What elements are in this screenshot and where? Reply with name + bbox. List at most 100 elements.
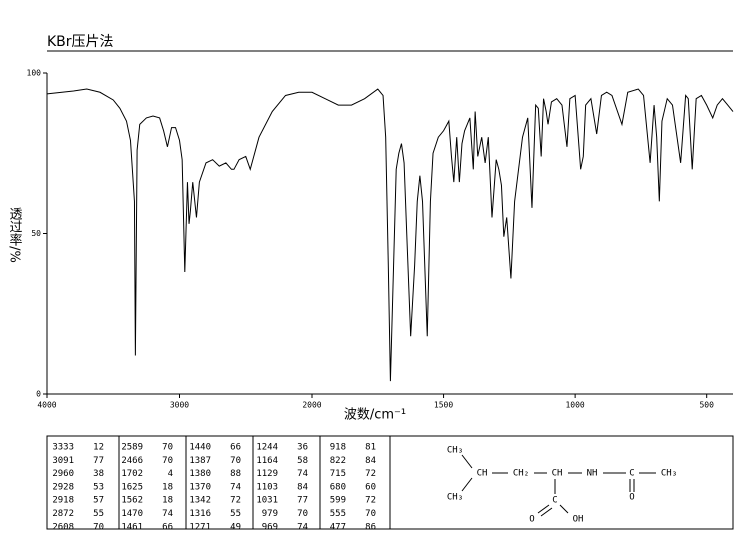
peak-transmittance: 81 — [365, 443, 376, 453]
peak-wavenumber: 1562 — [121, 496, 143, 506]
x-tick-label: 1500 — [434, 401, 453, 410]
peak-transmittance: 74 — [297, 469, 308, 479]
peak-transmittance: 72 — [365, 469, 376, 479]
x-tick-label: 500 — [699, 401, 714, 410]
peak-transmittance: 53 — [93, 482, 104, 492]
peak-transmittance: 70 — [162, 443, 173, 453]
peak-transmittance: 49 — [230, 522, 241, 532]
peak-wavenumber: 477 — [330, 522, 346, 532]
x-tick-label: 4000 — [37, 401, 56, 410]
peak-transmittance: 12 — [93, 443, 104, 453]
peak-transmittance: 55 — [93, 509, 104, 519]
peak-wavenumber: 680 — [330, 482, 346, 492]
peak-wavenumber: 1244 — [256, 443, 278, 453]
peak-transmittance: 84 — [365, 456, 376, 466]
peak-wavenumber: 1342 — [189, 496, 211, 506]
peak-wavenumber: 2872 — [52, 509, 74, 519]
bond — [559, 504, 569, 514]
bond — [461, 454, 473, 469]
peak-wavenumber: 1316 — [189, 509, 211, 519]
peak-transmittance: 72 — [230, 496, 241, 506]
peak-transmittance: 70 — [93, 522, 104, 532]
peak-wavenumber: 1271 — [189, 522, 211, 532]
peak-wavenumber: 599 — [330, 496, 346, 506]
peak-transmittance: 74 — [162, 509, 173, 519]
structure-label: O — [529, 515, 534, 525]
peak-wavenumber: 1164 — [256, 456, 278, 466]
peak-transmittance: 38 — [93, 469, 104, 479]
peak-wavenumber: 2918 — [52, 496, 74, 506]
peak-transmittance: 74 — [297, 522, 308, 532]
peak-transmittance: 66 — [162, 522, 173, 532]
structure-label: CH₃ — [661, 469, 677, 479]
structure-label: O — [629, 493, 634, 503]
peak-wavenumber: 2608 — [52, 522, 74, 532]
y-axis-label: 透过率/% — [7, 207, 23, 263]
peak-transmittance: 88 — [230, 469, 241, 479]
peak-transmittance: 18 — [162, 496, 173, 506]
peak-wavenumber: 555 — [330, 509, 346, 519]
bond — [461, 477, 473, 492]
peak-wavenumber: 1440 — [189, 443, 211, 453]
peak-transmittance: 74 — [230, 482, 241, 492]
peak-wavenumber: 715 — [330, 469, 346, 479]
peak-wavenumber: 1380 — [189, 469, 211, 479]
spectrum-line — [46, 88, 734, 382]
peak-wavenumber: 1470 — [121, 509, 143, 519]
header-title: KBr压片法 — [47, 34, 114, 50]
structure-label: CH₃ — [447, 493, 463, 503]
peak-wavenumber: 1702 — [121, 469, 143, 479]
structure-label: CH — [552, 469, 563, 479]
structure-label: CH₃ — [447, 446, 463, 456]
y-tick-label: 100 — [27, 69, 42, 78]
x-axis-label: 波数/cm⁻¹ — [344, 408, 406, 423]
structure-label: C — [629, 469, 634, 479]
peak-transmittance: 70 — [230, 456, 241, 466]
peak-wavenumber: 969 — [262, 522, 278, 532]
peak-transmittance: 70 — [297, 509, 308, 519]
peak-transmittance: 77 — [93, 456, 104, 466]
peak-wavenumber: 1461 — [121, 522, 143, 532]
peak-transmittance: 84 — [297, 482, 308, 492]
peak-transmittance: 77 — [297, 496, 308, 506]
peak-transmittance: 36 — [297, 443, 308, 453]
structure-label: OH — [573, 515, 584, 525]
peak-transmittance: 70 — [162, 456, 173, 466]
x-tick-label: 3000 — [170, 401, 189, 410]
y-tick-label: 0 — [36, 390, 41, 399]
peak-wavenumber: 1625 — [121, 482, 143, 492]
peak-transmittance: 55 — [230, 509, 241, 519]
structure-bonds — [461, 454, 656, 517]
peak-wavenumber: 3333 — [52, 443, 74, 453]
x-tick-label: 2000 — [302, 401, 321, 410]
bond — [540, 507, 553, 517]
peak-wavenumber: 3091 — [52, 456, 74, 466]
peak-wavenumber: 1370 — [189, 482, 211, 492]
structure-label: CH — [477, 469, 488, 479]
peak-transmittance: 58 — [297, 456, 308, 466]
peak-transmittance: 66 — [230, 443, 241, 453]
structure-label: CH₂ — [513, 469, 529, 479]
peak-wavenumber: 2960 — [52, 469, 74, 479]
y-tick-label: 50 — [31, 229, 41, 238]
peak-transmittance: 86 — [365, 522, 376, 532]
peak-wavenumber: 2589 — [121, 443, 143, 453]
peak-wavenumber: 1031 — [256, 496, 278, 506]
peak-transmittance: 72 — [365, 496, 376, 506]
structure-label: NH — [587, 469, 598, 479]
peak-transmittance: 4 — [168, 469, 173, 479]
peak-transmittance: 18 — [162, 482, 173, 492]
peak-wavenumber: 1129 — [256, 469, 278, 479]
peak-transmittance: 60 — [365, 482, 376, 492]
peak-transmittance: 57 — [93, 496, 104, 506]
x-tick-label: 1000 — [565, 401, 584, 410]
peak-wavenumber: 1387 — [189, 456, 211, 466]
peak-transmittance: 70 — [365, 509, 376, 519]
peak-wavenumber: 2466 — [121, 456, 143, 466]
peak-wavenumber: 918 — [330, 443, 346, 453]
peak-wavenumber: 1103 — [256, 482, 278, 492]
peak-wavenumber: 822 — [330, 456, 346, 466]
peak-wavenumber: 979 — [262, 509, 278, 519]
peak-wavenumber: 2928 — [52, 482, 74, 492]
